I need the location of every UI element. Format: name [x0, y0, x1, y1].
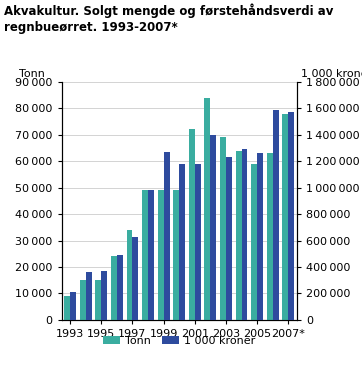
- Bar: [226, 157, 232, 320]
- Bar: [158, 190, 164, 320]
- Bar: [273, 110, 279, 320]
- Bar: [210, 135, 216, 320]
- Bar: [142, 190, 148, 320]
- Bar: [189, 129, 195, 320]
- Bar: [251, 164, 257, 320]
- Bar: [282, 113, 288, 320]
- Bar: [205, 98, 210, 320]
- Bar: [195, 164, 201, 320]
- Legend: Tonn, 1 000 kroner: Tonn, 1 000 kroner: [98, 331, 260, 350]
- Bar: [111, 256, 117, 320]
- Bar: [117, 255, 123, 320]
- Bar: [95, 280, 101, 320]
- Y-axis label: 1 000 kroner: 1 000 kroner: [301, 70, 362, 80]
- Bar: [267, 153, 273, 320]
- Bar: [236, 151, 241, 320]
- Bar: [288, 112, 294, 320]
- Bar: [220, 137, 226, 320]
- Bar: [64, 296, 70, 320]
- Bar: [101, 271, 107, 320]
- Bar: [173, 190, 179, 320]
- Bar: [86, 272, 92, 320]
- Bar: [70, 292, 76, 320]
- Bar: [179, 164, 185, 320]
- Text: Akvakultur. Solgt mengde og førstehåndsverdi av
regnbueørret. 1993-2007*: Akvakultur. Solgt mengde og førstehåndsv…: [4, 4, 333, 34]
- Bar: [164, 152, 169, 320]
- Bar: [80, 280, 86, 320]
- Y-axis label: Tonn: Tonn: [19, 70, 45, 80]
- Bar: [132, 237, 138, 320]
- Bar: [257, 153, 263, 320]
- Bar: [241, 149, 248, 320]
- Bar: [148, 190, 154, 320]
- Bar: [127, 230, 132, 320]
